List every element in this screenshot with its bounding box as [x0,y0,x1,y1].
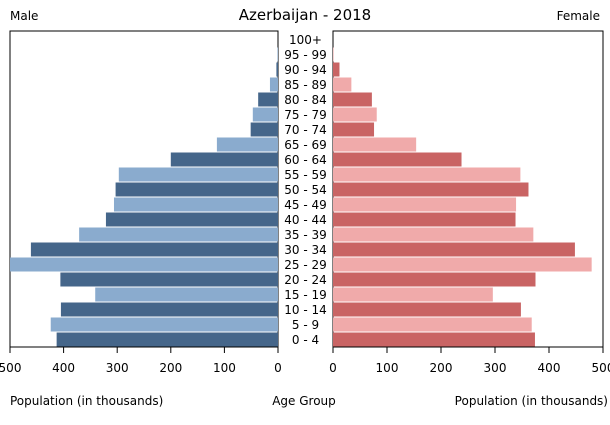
female-bar-25-29 [333,257,592,272]
male-bar-45-49 [113,197,278,212]
female-bar-20-24 [333,272,536,287]
male-tick-label: 200 [159,361,182,375]
x-axis-label-left: Population (in thousands) [10,394,163,408]
male-bar-5-9 [50,317,279,332]
male-tick-label: 500 [0,361,21,375]
male-bar-95-99 [277,47,278,62]
age-group-label: 90 - 94 [284,63,327,77]
female-bar-45-49 [333,197,517,212]
age-group-label: 60 - 64 [284,153,327,167]
age-group-label: 20 - 24 [284,273,327,287]
male-bar-20-24 [60,272,278,287]
age-group-label: 10 - 14 [284,303,327,317]
male-bar-60-64 [170,152,278,167]
female-label: Female [557,9,600,23]
male-label: Male [10,9,38,23]
female-bar-65-69 [333,137,417,152]
male-bar-10-14 [60,302,278,317]
male-tick-label: 0 [274,361,282,375]
female-tick-label: 0 [329,361,337,375]
chart-title: Azerbaijan - 2018 [239,6,371,24]
male-bar-25-29 [10,257,278,272]
female-bar-35-39 [333,227,534,242]
female-bar-90-94 [333,62,340,77]
age-group-label: 45 - 49 [284,198,327,212]
age-group-label: 35 - 39 [284,228,327,242]
female-tick-label: 300 [484,361,507,375]
male-tick-label: 100 [213,361,236,375]
male-bar-0-4 [56,332,278,347]
age-group-label: 95 - 99 [284,48,327,62]
male-bar-55-59 [118,167,278,182]
male-bar-65-69 [216,137,278,152]
male-bar-35-39 [79,227,278,242]
female-bar-55-59 [333,167,521,182]
age-group-label: 70 - 74 [284,123,327,137]
age-group-label: 55 - 59 [284,168,327,182]
female-bar-15-19 [333,287,493,302]
female-tick-label: 200 [430,361,453,375]
female-bar-10-14 [333,302,521,317]
x-axis-label-center: Age Group [272,394,336,408]
age-group-label: 50 - 54 [284,183,327,197]
female-bar-75-79 [333,107,377,122]
x-axis-ticks: 500 400 300 200 100 0 0 100 200 300 400 500 [0,347,610,375]
female-bar-95-99 [333,47,334,62]
female-bar-30-34 [333,242,575,257]
male-bar-90-94 [276,62,278,77]
male-bar-85-89 [269,77,278,92]
male-bar-15-19 [95,287,278,302]
male-bar-75-79 [252,107,278,122]
male-bar-80-84 [258,92,278,107]
female-tick-label: 500 [592,361,610,375]
age-group-label: 5 - 9 [292,318,319,332]
male-bars [10,47,279,347]
female-bar-80-84 [333,92,372,107]
male-bar-70-74 [250,122,278,137]
male-tick-label: 300 [106,361,129,375]
female-tick-label: 400 [538,361,561,375]
age-group-label: 15 - 19 [284,288,327,302]
female-tick-label: 100 [376,361,399,375]
female-bar-50-54 [333,182,529,197]
age-group-label: 25 - 29 [284,258,327,272]
female-bars [333,47,592,347]
female-bar-40-44 [333,212,516,227]
female-bar-70-74 [333,122,375,137]
age-group-label: 0 - 4 [292,333,319,347]
age-group-label: 40 - 44 [284,213,327,227]
male-tick-label: 400 [52,361,75,375]
female-bar-85-89 [333,77,352,92]
male-bar-50-54 [115,182,278,197]
x-axis-label-right: Population (in thousands) [455,394,608,408]
age-group-label: 100+ [289,33,322,47]
age-group-label: 85 - 89 [284,78,327,92]
female-bar-60-64 [333,152,462,167]
male-bar-40-44 [105,212,278,227]
male-bar-30-34 [30,242,279,257]
female-bar-0-4 [333,332,535,347]
age-group-label: 75 - 79 [284,108,327,122]
age-group-label: 65 - 69 [284,138,327,152]
female-bar-5-9 [333,317,532,332]
age-group-label: 30 - 34 [284,243,327,257]
age-group-label: 80 - 84 [284,93,327,107]
